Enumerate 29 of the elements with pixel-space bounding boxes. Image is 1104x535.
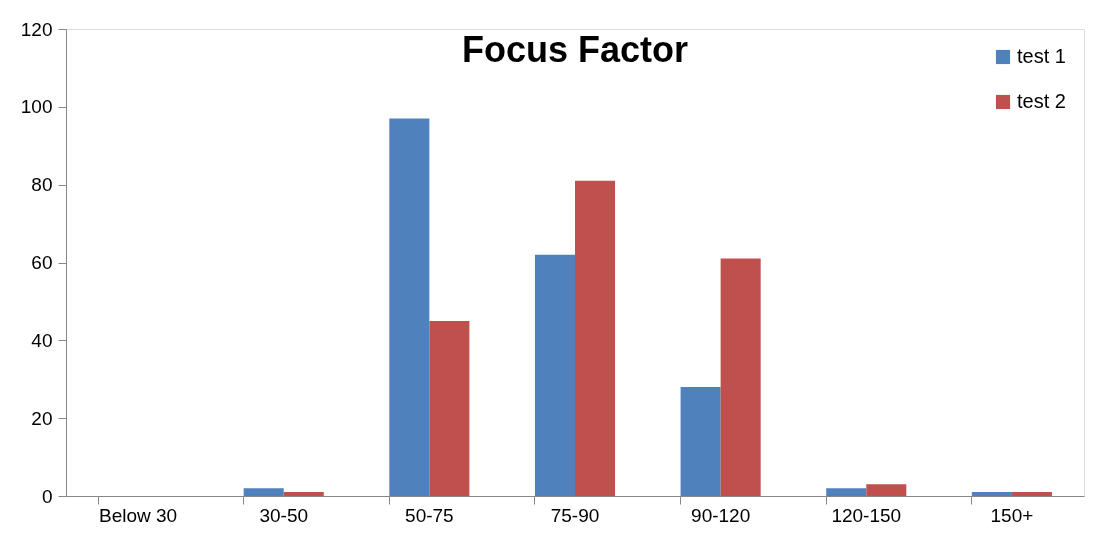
x-tick-label: 120-150 [831,504,902,526]
bar [575,180,616,496]
legend-label: test 2 [1017,90,1066,112]
y-tick-label: 40 [31,329,53,351]
x-tick-label: Below 30 [99,504,178,526]
bar [971,492,1012,496]
x-tick-label: 150+ [990,504,1034,526]
y-tick-label: 80 [31,174,53,196]
bar [866,484,907,496]
bar [680,387,721,496]
bar [720,258,761,496]
bar [283,492,324,496]
x-tick-label: 50-75 [405,504,454,526]
bar [389,118,430,496]
x-tick-label: 90-120 [691,504,751,526]
legend-label: test 1 [1017,45,1066,67]
x-tick-label: 30-50 [259,504,309,526]
y-tick-label: 0 [41,485,53,507]
chart-title: Focus Factor [461,29,689,70]
bar [243,488,284,496]
y-tick-label: 20 [31,407,53,429]
bar [1011,492,1052,496]
y-tick-label: 100 [20,96,53,118]
y-tick-label: 120 [20,18,53,40]
bar [534,254,575,496]
bar [826,488,867,496]
x-tick-label: 75-90 [550,504,600,526]
bar [429,320,470,496]
y-tick-label: 60 [31,252,53,273]
